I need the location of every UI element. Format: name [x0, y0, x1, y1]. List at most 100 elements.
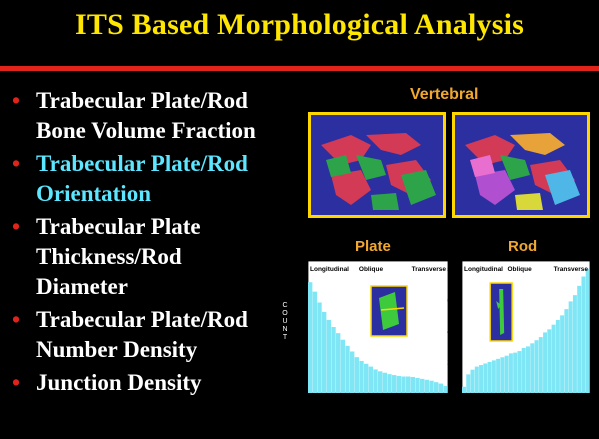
vertebral-plate-rod-render: [311, 115, 443, 215]
y-tick-label: 2800: [290, 259, 305, 266]
x-tick-label: 0: [460, 398, 464, 405]
x-tick-label: 10: [320, 398, 328, 405]
histogram-bar: [560, 315, 565, 393]
histogram-bar: [547, 329, 552, 393]
histogram-bar: [415, 377, 420, 393]
x-axis-label: PLATE ORIENTATION (DEGREE): [329, 410, 428, 417]
x-tick-label: 40: [367, 398, 375, 405]
histogram-bar: [508, 353, 513, 393]
y-tick-label: 800: [293, 353, 304, 360]
y-axis-label-letter: C: [282, 302, 287, 309]
rod-branch: [496, 301, 502, 309]
x-tick-label: 50: [529, 398, 537, 405]
histogram-bar: [308, 282, 313, 393]
bullet-line: Trabecular Plate/Rod: [36, 151, 248, 176]
rod-label: Rod: [508, 238, 538, 255]
y-tick-label: 2000: [290, 296, 305, 303]
x-tick-label: 20: [487, 398, 495, 405]
y-tick-label: 200: [447, 359, 458, 366]
histogram-bar: [326, 319, 332, 393]
plate-arrow: [380, 307, 405, 311]
plate-shape: [379, 292, 399, 330]
x-tick-label: 70: [558, 398, 566, 405]
y-tick-label: 1600: [290, 315, 305, 322]
bullet-line: Thickness/Rod: [36, 244, 182, 269]
bullet-line: Diameter: [36, 274, 128, 299]
x-tick-label: 90: [586, 398, 594, 405]
histogram-bar: [317, 302, 322, 393]
orientation-annotation: Transverse: [554, 266, 589, 273]
y-tick-label: 400: [293, 372, 304, 379]
bullet-line: Orientation: [36, 181, 151, 206]
bullet-line: Bone Volume Fraction: [36, 118, 256, 143]
histogram-bar: [396, 376, 402, 393]
histogram-bar: [312, 291, 318, 393]
x-tick-label: 80: [572, 398, 580, 405]
histogram-bar: [491, 360, 496, 393]
bullet-list: • Trabecular Plate/Rod Bone Volume Fractio…: [12, 86, 312, 401]
x-tick-label: 20: [335, 398, 343, 405]
histogram-bar: [368, 366, 374, 393]
orientation-annotation: Oblique: [359, 266, 384, 273]
histogram-bar: [424, 379, 430, 393]
x-tick-label: 40: [515, 398, 523, 405]
orientation-annotation: Longitudinal: [310, 266, 349, 273]
x-tick-label: 30: [351, 398, 359, 405]
x-tick-label: 70: [413, 398, 421, 405]
histogram-bar: [382, 372, 388, 393]
bullet-line: Trabecular Plate/Rod: [36, 307, 248, 332]
orientation-annotation: Oblique: [507, 266, 532, 273]
y-tick-label: 0: [454, 391, 458, 398]
histogram-bar: [555, 320, 560, 393]
bullet-dot: •: [12, 370, 21, 395]
histogram-bar: [530, 343, 535, 393]
y-tick-label: 1200: [290, 334, 305, 341]
vertebral-image-right: [452, 112, 590, 218]
y-tick-label: 800: [447, 266, 458, 273]
x-tick-label: 0: [306, 398, 310, 405]
histogram-bar: [564, 309, 569, 393]
bullet-dot: •: [12, 88, 21, 113]
histogram-bar: [406, 376, 411, 393]
histogram-bar: [364, 363, 369, 393]
x-tick-label: 60: [544, 398, 552, 405]
histogram-bar: [387, 374, 392, 393]
bullet-dot: •: [12, 307, 21, 332]
histogram-bar: [420, 378, 425, 393]
y-axis-label-letter: O: [282, 310, 288, 317]
orientation-annotation: Transverse: [412, 266, 447, 273]
histogram-bar: [474, 366, 479, 393]
bullet-line: Trabecular Plate: [36, 214, 201, 239]
histogram-bar: [534, 340, 539, 393]
x-tick-label: 90: [444, 398, 452, 405]
histogram-bar: [496, 358, 501, 393]
histogram-bar: [429, 380, 434, 393]
histogram-bar: [373, 369, 378, 393]
vertebral-label: Vertebral: [410, 86, 479, 103]
histogram-bar: [434, 382, 439, 393]
y-tick-label: 2400: [290, 277, 305, 284]
histogram-bar: [438, 383, 444, 393]
bullet-item: • Junction Density: [12, 368, 312, 398]
bullet-dot: •: [12, 151, 21, 176]
histogram-bar: [322, 311, 327, 393]
histogram-bar: [331, 327, 336, 393]
x-tick-label: 30: [501, 398, 509, 405]
bullet-item: • Trabecular Plate Thickness/Rod Diameter: [12, 212, 312, 302]
histogram-bar: [359, 360, 364, 393]
slide-title: ITS Based Morphological Analysis: [75, 8, 524, 41]
histogram-bar: [378, 371, 383, 393]
x-tick-label: 60: [398, 398, 406, 405]
bullet-dot: •: [12, 214, 21, 239]
vertebral-image-left: [308, 112, 446, 218]
histogram-bar: [354, 357, 360, 393]
y-axis-label-letter: U: [282, 318, 287, 325]
histogram-bar: [466, 374, 471, 393]
vertebral-segmented-render: [455, 115, 587, 215]
bullet-item: • Trabecular Plate/Rod Bone Volume Fractio…: [12, 86, 312, 146]
histogram-bar: [572, 295, 577, 393]
x-tick-label: 50: [382, 398, 390, 405]
y-axis-label-letter: T: [283, 334, 288, 341]
histogram-bar: [543, 332, 548, 393]
y-tick-label: 600: [447, 297, 458, 304]
